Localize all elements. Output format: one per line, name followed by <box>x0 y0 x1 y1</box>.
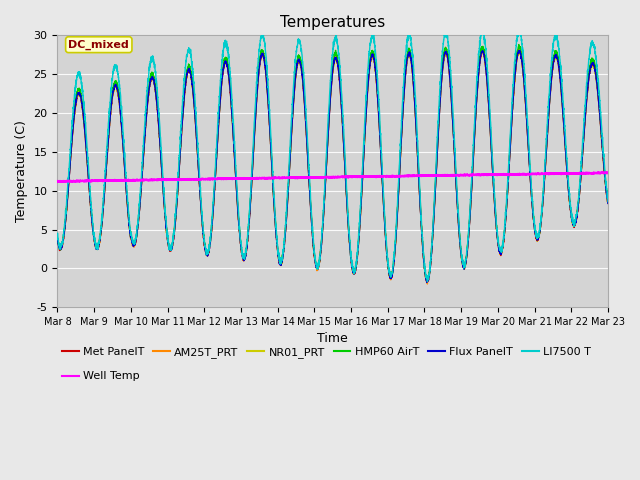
Legend: Well Temp: Well Temp <box>58 367 144 386</box>
Text: DC_mixed: DC_mixed <box>68 39 129 50</box>
Title: Temperatures: Temperatures <box>280 15 385 30</box>
Y-axis label: Temperature (C): Temperature (C) <box>15 120 28 222</box>
X-axis label: Time: Time <box>317 333 348 346</box>
